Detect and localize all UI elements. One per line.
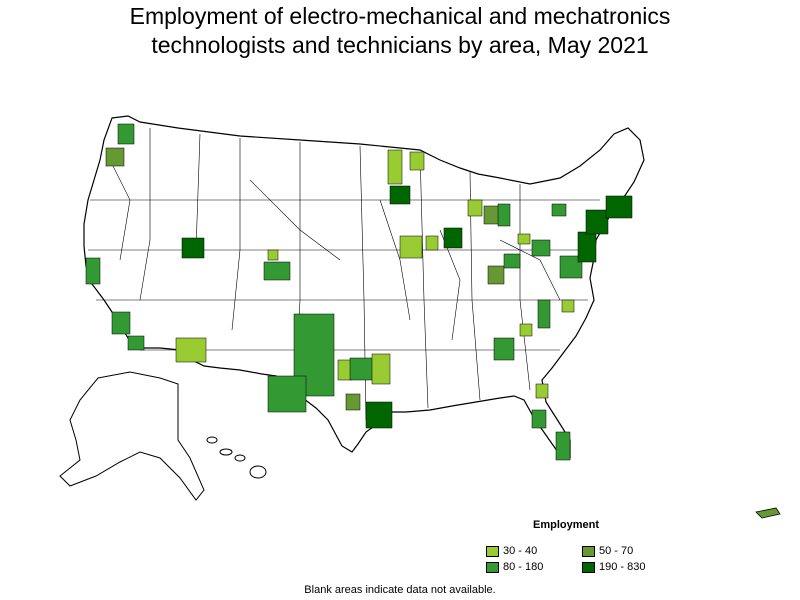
area-kentucky: [537, 299, 551, 329]
map-title: Employment of electro-mechanical and mec…: [0, 2, 800, 60]
legend-item-80-180: 80 - 180: [486, 561, 543, 573]
us-mainland-outline: [83, 115, 645, 459]
alaska-outline: [59, 371, 205, 501]
area-michigan-west: [467, 199, 483, 217]
area-nc: [519, 323, 533, 337]
area-ny: [585, 209, 609, 235]
footnote: Blank areas indicate data not available.: [304, 584, 496, 596]
legend-label: 190 - 830: [599, 561, 646, 573]
area-indiana: [487, 265, 505, 285]
title-line-1: Employment of electro-mechanical and mec…: [129, 3, 671, 29]
area-detroit: [497, 203, 511, 227]
legend-swatch: [582, 561, 595, 573]
legend-swatch: [582, 545, 595, 557]
area-minneapolis: [389, 185, 411, 205]
area-wa-east: [387, 149, 403, 185]
legend-label: 50 - 70: [599, 545, 634, 557]
area-portland: [105, 147, 125, 167]
legend-item-190-830: 190 - 830: [582, 561, 645, 573]
area-texas-south: [267, 375, 307, 413]
area-chicago: [399, 235, 423, 259]
area-tampa: [531, 409, 547, 429]
area-illinois: [425, 235, 439, 251]
employment-areas: [85, 123, 633, 461]
area-san-diego: [127, 335, 145, 351]
area-pa-east: [577, 231, 597, 263]
hawaii-islands: [206, 436, 267, 479]
area-dallas: [349, 357, 375, 381]
area-new-england: [605, 195, 633, 219]
legend-label: 30 - 40: [503, 545, 538, 557]
area-pittsburgh: [517, 233, 531, 245]
area-miami: [555, 431, 571, 461]
area-seattle: [117, 123, 135, 145]
area-ohio: [503, 253, 521, 269]
area-salt-lake: [181, 237, 205, 259]
area-austin: [345, 393, 361, 411]
area-va: [561, 299, 575, 313]
area-la: [111, 311, 131, 335]
area-denver: [263, 261, 291, 281]
title-line-2: technologists and technicians by area, M…: [151, 32, 649, 58]
puerto-rico: [755, 507, 781, 519]
area-boundaries: [88, 128, 600, 421]
area-colorado-north: [267, 249, 279, 261]
area-dc: [559, 255, 583, 279]
area-mn-north: [409, 151, 425, 171]
legend-swatch: [486, 561, 499, 573]
area-houston: [365, 401, 393, 429]
legend-title: Employment: [533, 519, 600, 531]
area-upstate-ny: [551, 203, 567, 217]
area-milwaukee: [443, 227, 463, 249]
area-texas-east: [371, 353, 391, 385]
legend-label: 80 - 180: [503, 561, 544, 573]
area-ohio-east: [531, 239, 551, 257]
area-san-francisco: [85, 257, 101, 285]
area-jacksonville: [535, 383, 549, 399]
legend-item-30-40: 30 - 40: [486, 545, 537, 557]
legend-swatch: [486, 545, 499, 557]
area-atlanta: [493, 337, 515, 361]
legend-item-50-70: 50 - 70: [582, 545, 633, 557]
area-phoenix: [175, 337, 207, 363]
